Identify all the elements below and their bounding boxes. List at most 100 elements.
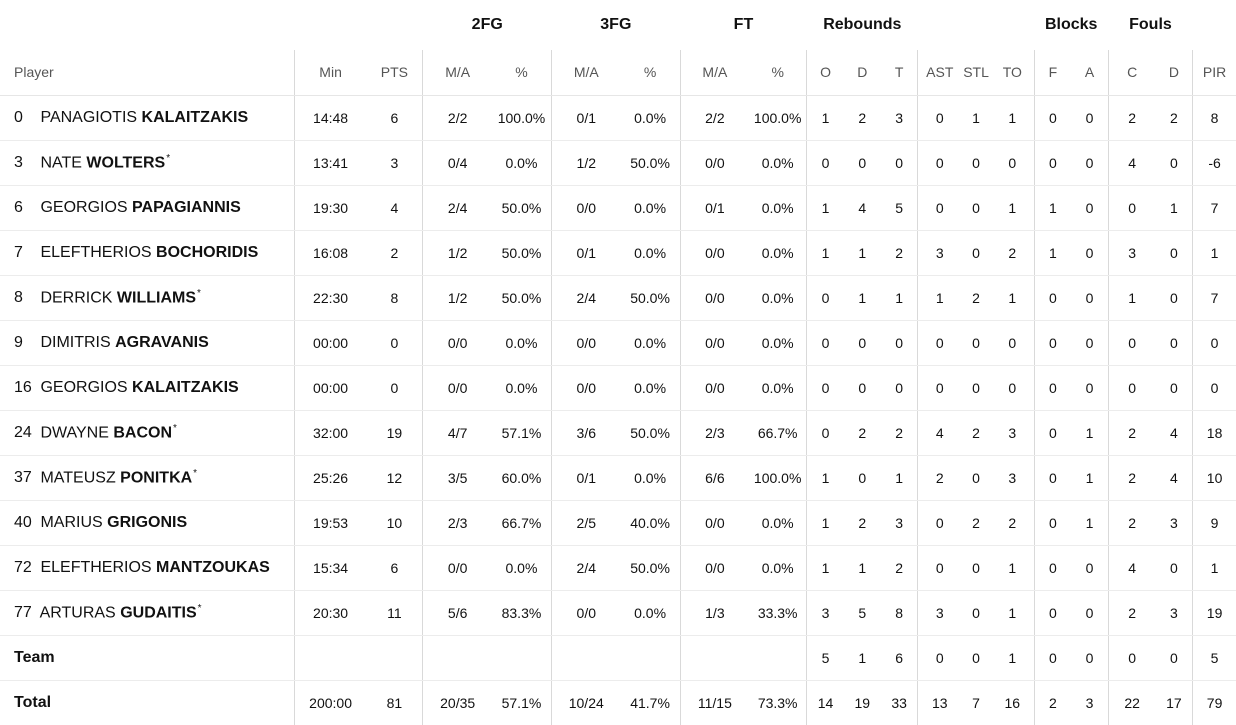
col-pts[interactable]: PTS — [366, 50, 423, 96]
player-first-name[interactable]: MATEUSZ — [40, 469, 116, 487]
stat-min: 16:08 — [293, 230, 367, 276]
stat-foul-d: 0 — [1155, 275, 1193, 321]
stat-stl: 0 — [961, 140, 991, 186]
player-last-name[interactable]: GUDAITIS — [120, 604, 197, 622]
player-cell[interactable]: 16 GEORGIOS KALAITZAKIS — [0, 365, 295, 411]
col-to[interactable]: TO — [990, 50, 1035, 96]
player-first-name[interactable]: ELEFTHERIOS — [40, 558, 152, 576]
stat-min: 00:00 — [293, 365, 367, 411]
col-min[interactable]: Min — [293, 50, 367, 96]
player-first-name[interactable]: MARIUS — [40, 513, 103, 531]
col-ast[interactable]: AST — [917, 50, 962, 96]
col-blk-f[interactable]: F — [1033, 50, 1072, 96]
player-last-name[interactable]: KALAITZAKIS — [141, 108, 249, 126]
stat-stl: 0 — [961, 365, 991, 411]
team-stat-fc: 0 — [1107, 635, 1156, 681]
stat-to: 1 — [990, 275, 1035, 321]
player-row[interactable]: 8 DERRICK WILLIAMS* 22:30 8 1/2 50.0% 2/4 50.0… — [0, 275, 1236, 321]
player-cell[interactable]: 7 ELEFTHERIOS BOCHORIDIS — [0, 230, 295, 276]
player-cell[interactable]: 9 DIMITRIS AGRAVANIS — [0, 320, 295, 366]
stat-min: 19:30 — [293, 185, 367, 231]
col-reb-d[interactable]: D — [843, 50, 881, 96]
player-cell[interactable]: 72 ELEFTHERIOS MANTZOUKAS — [0, 545, 295, 591]
player-cell[interactable]: 40 MARIUS GRIGONIS — [0, 500, 295, 546]
player-row[interactable]: 77 ARTURAS GUDAITIS* 20:30 11 5/6 83.3% 0/0 0.… — [0, 590, 1236, 636]
jersey-number: 37 — [14, 469, 32, 487]
player-first-name[interactable]: ELEFTHERIOS — [40, 243, 152, 261]
player-last-name[interactable]: PONITKA — [120, 469, 193, 487]
team-stat-stl: 0 — [961, 635, 991, 681]
player-cell[interactable]: 8 DERRICK WILLIAMS* — [0, 275, 295, 321]
col-reb-t[interactable]: T — [880, 50, 918, 96]
player-cell[interactable]: 6 GEORGIOS PAPAGIANNIS — [0, 185, 295, 231]
stat-foul-d: 0 — [1155, 140, 1193, 186]
player-last-name[interactable]: WOLTERS — [86, 154, 166, 172]
stat-3fg-ma: 2/5 — [551, 500, 621, 546]
stat-2fg-ma: 4/7 — [422, 410, 492, 456]
stat-2fg-pct: 50.0% — [491, 230, 552, 276]
stat-3fg-ma: 0/1 — [551, 95, 621, 141]
col-foul-d[interactable]: D — [1155, 50, 1193, 96]
col-3fg-pct[interactable]: % — [620, 50, 681, 96]
player-last-name[interactable]: GRIGONIS — [107, 513, 188, 531]
player-row[interactable]: 0 PANAGIOTIS KALAITZAKIS 14:48 6 2/2 100.0% 0… — [0, 95, 1236, 141]
player-last-name[interactable]: KALAITZAKIS — [132, 378, 239, 396]
stat-3fg-pct: 50.0% — [620, 275, 681, 321]
col-3fg-ma[interactable]: M/A — [551, 50, 621, 96]
player-row[interactable]: 24 DWAYNE BACON* 32:00 19 4/7 57.1% 3/6 50.0% 2… — [0, 410, 1236, 456]
player-last-name[interactable]: BACON — [113, 424, 173, 442]
starter-mark: * — [166, 152, 171, 164]
player-last-name[interactable]: MANTZOUKAS — [156, 558, 270, 576]
player-row[interactable]: 37 MATEUSZ PONITKA* 25:26 12 3/5 60.0% 0/1 0.0… — [0, 455, 1236, 501]
col-2fg-ma[interactable]: M/A — [422, 50, 492, 96]
player-first-name[interactable]: GEORGIOS — [40, 198, 128, 216]
col-foul-c[interactable]: C — [1107, 50, 1156, 96]
player-row[interactable]: 40 MARIUS GRIGONIS 19:53 10 2/3 66.7% 2/5 40.0… — [0, 500, 1236, 546]
player-row[interactable]: 3 NATE WOLTERS* 13:41 3 0/4 0.0% 1/2 50.0% 0/0 0… — [0, 140, 1236, 186]
player-first-name[interactable]: DERRICK — [40, 289, 113, 307]
col-ft-pct[interactable]: % — [749, 50, 807, 96]
stat-2fg-ma: 0/4 — [422, 140, 492, 186]
jersey-number: 9 — [14, 333, 23, 351]
player-last-name[interactable]: BOCHORIDIS — [156, 243, 259, 261]
col-2fg-pct[interactable]: % — [491, 50, 552, 96]
stat-reb-d: 0 — [843, 365, 881, 411]
col-pir[interactable]: PIR — [1192, 50, 1236, 96]
player-row[interactable]: 9 DIMITRIS AGRAVANIS 00:00 0 0/0 0.0% 0/0 0.0%… — [0, 320, 1236, 366]
player-row[interactable]: 7 ELEFTHERIOS BOCHORIDIS 16:08 2 1/2 50.0% 0/… — [0, 230, 1236, 276]
group-header-row: 2FG 3FG FT Rebounds Blocks Fouls — [0, 0, 1236, 50]
player-last-name[interactable]: PAPAGIANNIS — [132, 198, 241, 216]
total-2fg-ma: 20/35 — [422, 680, 492, 725]
player-cell[interactable]: 3 NATE WOLTERS* — [0, 140, 295, 186]
col-stl[interactable]: STL — [961, 50, 991, 96]
stat-ast: 0 — [917, 320, 962, 366]
col-blk-a[interactable]: A — [1071, 50, 1109, 96]
col-player[interactable]: Player — [0, 50, 295, 96]
player-first-name[interactable]: PANAGIOTIS — [40, 108, 138, 126]
stat-pir: 1 — [1192, 545, 1236, 591]
player-last-name[interactable]: WILLIAMS — [116, 289, 197, 307]
player-row[interactable]: 6 GEORGIOS PAPAGIANNIS 19:30 4 2/4 50.0% 0/0 0… — [0, 185, 1236, 231]
stat-pir: 19 — [1192, 590, 1236, 636]
stat-pir: 7 — [1192, 185, 1236, 231]
stat-stl: 2 — [961, 410, 991, 456]
player-cell[interactable]: 37 MATEUSZ PONITKA* — [0, 455, 295, 501]
player-first-name[interactable]: DWAYNE — [40, 424, 109, 442]
player-cell[interactable]: 0 PANAGIOTIS KALAITZAKIS — [0, 95, 295, 141]
col-reb-o[interactable]: O — [806, 50, 844, 96]
player-row[interactable]: 72 ELEFTHERIOS MANTZOUKAS 15:34 6 0/0 0.0% 2/… — [0, 545, 1236, 591]
player-last-name[interactable]: AGRAVANIS — [115, 333, 209, 351]
stat-ft-ma: 2/3 — [679, 410, 750, 456]
stat-blk-f: 1 — [1033, 185, 1072, 231]
player-cell[interactable]: 77 ARTURAS GUDAITIS* — [0, 590, 295, 636]
stat-reb-t: 1 — [880, 455, 918, 501]
stat-ft-pct: 0.0% — [749, 320, 807, 366]
player-first-name[interactable]: ARTURAS — [39, 604, 116, 622]
col-ft-ma[interactable]: M/A — [679, 50, 750, 96]
stat-ft-pct: 0.0% — [749, 185, 807, 231]
player-first-name[interactable]: NATE — [40, 154, 82, 172]
player-cell[interactable]: 24 DWAYNE BACON* — [0, 410, 295, 456]
player-first-name[interactable]: DIMITRIS — [40, 333, 111, 351]
player-row[interactable]: 16 GEORGIOS KALAITZAKIS 00:00 0 0/0 0.0% 0/0 0… — [0, 365, 1236, 411]
player-first-name[interactable]: GEORGIOS — [40, 378, 128, 396]
